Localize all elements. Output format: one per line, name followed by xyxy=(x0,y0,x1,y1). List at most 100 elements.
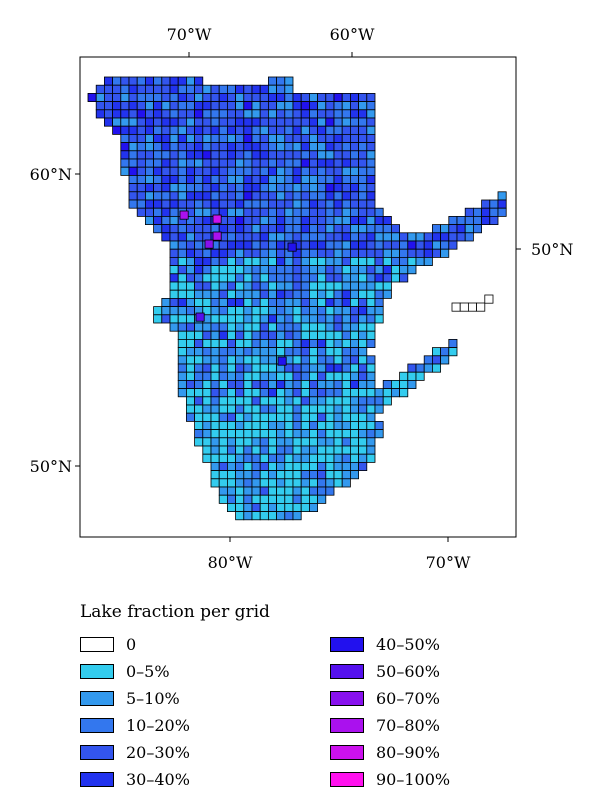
legend-label: 10–20% xyxy=(126,715,190,735)
grid-cell xyxy=(349,199,359,209)
grid-cell xyxy=(194,158,204,168)
grid-cell xyxy=(440,347,450,357)
grid-cell xyxy=(144,109,154,119)
grid-cell xyxy=(169,93,179,103)
grid-cell xyxy=(251,322,261,332)
grid-cell xyxy=(276,174,286,184)
grid-cell xyxy=(226,445,236,455)
grid-cell xyxy=(284,158,294,168)
grid-cell xyxy=(259,396,269,406)
grid-cell xyxy=(235,150,245,160)
grid-cell-high-fraction xyxy=(212,214,222,224)
grid-cell xyxy=(284,388,294,398)
grid-cell xyxy=(267,93,277,103)
grid-cell xyxy=(185,363,195,373)
grid-cell xyxy=(210,420,220,430)
grid-cell xyxy=(431,240,441,250)
grid-cell xyxy=(407,240,417,250)
grid-cell xyxy=(243,199,253,209)
grid-cell xyxy=(243,297,253,307)
grid-cell xyxy=(267,494,277,504)
grid-cell xyxy=(194,174,204,184)
grid-cell xyxy=(259,174,269,184)
grid-cell xyxy=(235,117,245,127)
grid-cell xyxy=(226,248,236,258)
grid-cell xyxy=(210,84,220,94)
grid-cell xyxy=(267,248,277,258)
legend-item: 30–40% xyxy=(80,769,190,789)
grid-cell xyxy=(292,445,302,455)
grid-cell xyxy=(366,281,376,291)
grid-cell xyxy=(185,101,195,111)
grid-cell xyxy=(202,347,212,357)
grid-cell xyxy=(128,76,138,86)
grid-cell xyxy=(226,371,236,381)
grid-cell xyxy=(153,224,163,234)
grid-cell xyxy=(276,379,286,389)
grid-cell xyxy=(136,142,146,152)
grid-cell xyxy=(251,207,261,217)
grid-cell xyxy=(366,166,376,176)
legend-swatch xyxy=(330,636,364,652)
grid-cell xyxy=(144,84,154,94)
grid-cell xyxy=(259,363,269,373)
grid-cell xyxy=(226,314,236,324)
grid-cell xyxy=(276,502,286,512)
grid-cell xyxy=(194,224,204,234)
grid-cell xyxy=(177,142,187,152)
grid-cell xyxy=(218,93,228,103)
grid-cell xyxy=(341,142,351,152)
grid-cell xyxy=(308,199,318,209)
grid-cell xyxy=(341,150,351,160)
top-tick-label: 60°W xyxy=(330,25,375,44)
grid-cell xyxy=(259,183,269,193)
grid-cell xyxy=(185,76,195,86)
legend-swatch xyxy=(80,690,114,706)
grid-cell xyxy=(276,297,286,307)
grid-cell xyxy=(399,273,409,283)
grid-cell xyxy=(431,347,441,357)
grid-cell xyxy=(169,281,179,291)
grid-cell xyxy=(144,101,154,111)
grid-cell xyxy=(341,215,351,225)
grid-cell xyxy=(423,363,433,373)
grid-cell xyxy=(308,215,318,225)
grid-cell xyxy=(235,420,245,430)
grid-cell xyxy=(333,306,343,316)
grid-cell xyxy=(284,215,294,225)
grid-cell xyxy=(341,445,351,455)
grid-cell xyxy=(153,215,163,225)
grid-cell xyxy=(177,199,187,209)
legend-swatch xyxy=(80,636,114,652)
grid-cell xyxy=(399,265,409,275)
grid-cell xyxy=(218,355,228,365)
grid-cell xyxy=(251,420,261,430)
legend-label: 20–30% xyxy=(126,742,190,762)
grid-cell xyxy=(325,207,335,217)
grid-cell xyxy=(210,142,220,152)
grid-cell xyxy=(251,158,261,168)
grid-cell xyxy=(177,281,187,291)
grid-cell xyxy=(341,232,351,242)
grid-cell xyxy=(153,183,163,193)
grid-cell xyxy=(358,289,368,299)
grid-cell xyxy=(308,183,318,193)
grid-cell xyxy=(153,150,163,160)
grid-cell xyxy=(218,363,228,373)
grid-cell xyxy=(300,371,310,381)
grid-cell xyxy=(218,158,228,168)
grid-cell xyxy=(243,289,253,299)
grid-cell xyxy=(276,347,286,357)
grid-cell xyxy=(317,363,327,373)
grid-cell xyxy=(358,404,368,414)
grid-cell xyxy=(226,174,236,184)
legend-label: 60–70% xyxy=(376,688,440,708)
grid-cell xyxy=(284,273,294,283)
grid-cell xyxy=(333,412,343,422)
grid-cell xyxy=(243,183,253,193)
grid-cell xyxy=(308,338,318,348)
grid-cell xyxy=(341,265,351,275)
grid-cell xyxy=(194,388,204,398)
grid-cell xyxy=(235,166,245,176)
grid-cell xyxy=(153,314,163,324)
